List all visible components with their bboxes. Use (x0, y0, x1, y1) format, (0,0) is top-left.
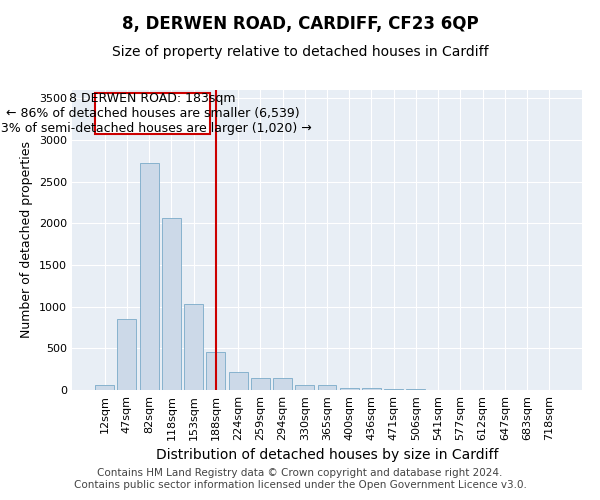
Y-axis label: Number of detached properties: Number of detached properties (20, 142, 34, 338)
Bar (206, 352, 225, 390)
Bar (229, 372, 248, 390)
Bar (295, 385, 314, 390)
Bar (95, 94, 210, 134)
Bar (140, 162, 158, 390)
Bar (251, 378, 270, 390)
Bar (273, 378, 292, 390)
X-axis label: Distribution of detached houses by size in Cardiff: Distribution of detached houses by size … (156, 448, 498, 462)
Text: 8, DERWEN ROAD, CARDIFF, CF23 6QP: 8, DERWEN ROAD, CARDIFF, CF23 6QP (122, 15, 478, 33)
Bar (317, 385, 337, 390)
Bar (184, 304, 203, 390)
Bar (118, 319, 136, 390)
Bar (162, 218, 181, 390)
Text: Contains HM Land Registry data © Crown copyright and database right 2024.
Contai: Contains HM Land Registry data © Crown c… (74, 468, 526, 490)
Text: 8 DERWEN ROAD: 183sqm
← 86% of detached houses are smaller (6,539)
13% of semi-d: 8 DERWEN ROAD: 183sqm ← 86% of detached … (0, 92, 312, 135)
Bar (95, 386, 114, 390)
Text: Size of property relative to detached houses in Cardiff: Size of property relative to detached ho… (112, 45, 488, 59)
Bar (340, 388, 359, 390)
Bar (384, 389, 403, 390)
Bar (362, 388, 381, 390)
